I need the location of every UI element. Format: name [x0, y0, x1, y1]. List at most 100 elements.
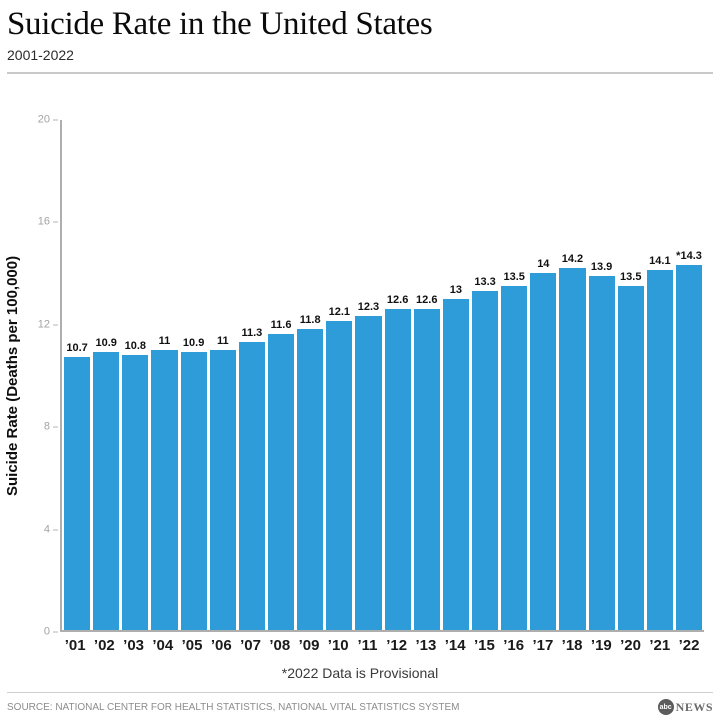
page-title: Suicide Rate in the United States	[7, 6, 433, 42]
y-axis-tick-mark	[53, 631, 58, 633]
bar-value-label: 12.1	[328, 306, 351, 319]
y-axis-tick-mark	[53, 529, 58, 531]
bar-column-15: 13.3	[471, 120, 499, 630]
y-axis-tick-mark	[53, 324, 58, 326]
bar-column-08: 11.6	[267, 120, 295, 630]
x-axis-tick-label: ’16	[503, 637, 525, 654]
y-axis-tick-label: 8	[43, 420, 50, 433]
bar-column-22: *14.3	[675, 120, 703, 630]
bar-value-label: 13.3	[474, 275, 496, 288]
bar	[530, 273, 557, 630]
bar-value-label: *14.3	[676, 250, 702, 263]
y-axis-tick-label: 20	[37, 113, 50, 126]
bar-value-label: 11	[158, 334, 171, 347]
bar	[413, 308, 440, 630]
bar-value-label: 10.7	[66, 342, 88, 355]
source-text: SOURCE: NATIONAL CENTER FOR HEALTH STATI…	[7, 701, 460, 713]
bar-value-label: 13.5	[503, 270, 525, 283]
bar-value-label: 10.8	[124, 339, 147, 352]
bar-value-label: 12.3	[357, 301, 380, 314]
bar	[559, 267, 586, 630]
x-axis-tick-label: ’04	[152, 637, 174, 654]
bar	[384, 308, 411, 630]
bar-chart: Suicide Rate (Deaths per 100,000) 0 4 8 12 1…	[0, 114, 720, 637]
x-axis-tick-label: ’18	[561, 637, 583, 654]
bar-value-label: 10.9	[182, 337, 205, 350]
bar-column-14: 13	[442, 120, 469, 630]
bar-column-05: 10.9	[180, 120, 207, 630]
chart-footnote: *2022 Data is Provisional	[281, 665, 439, 681]
y-axis-tick-mark	[53, 221, 58, 223]
bar	[675, 265, 703, 630]
bar-column-16: 13.5	[501, 120, 528, 630]
bar-column-02: 10.9	[93, 120, 120, 630]
y-axis-tick-label: 4	[43, 523, 50, 536]
plot-area: 10.7 10.9 10.8 11 10.9 11 11.3 11.6 11.8 12.1 12.3…	[60, 120, 704, 632]
y-axis-tick-mark	[53, 426, 58, 428]
bar-value-label: 13	[449, 283, 463, 296]
bar	[93, 352, 120, 630]
bar-column-19: 13.9	[588, 120, 615, 630]
x-axis-tick-label: ’17	[532, 637, 554, 654]
x-axis-tick-label: ’22	[678, 637, 700, 654]
top-divider	[7, 72, 713, 74]
x-axis-tick-label: ’06	[210, 637, 232, 654]
bar	[209, 349, 236, 630]
bar-column-01: 10.7	[64, 120, 91, 630]
bar	[471, 290, 499, 630]
bar	[326, 321, 353, 630]
bar	[151, 349, 178, 630]
bar-value-label: 11.6	[270, 319, 292, 332]
bottom-divider	[7, 692, 713, 693]
x-axis-tick-label: ’10	[327, 637, 349, 654]
bar-column-03: 10.8	[122, 120, 149, 630]
x-axis-tick-label: ’19	[590, 637, 612, 654]
x-axis-tick-label: ’09	[298, 637, 320, 654]
x-axis-tick-label: ’13	[415, 637, 437, 654]
bar	[64, 357, 91, 630]
bar	[442, 298, 469, 630]
bar	[501, 285, 528, 630]
abc-circle-icon: abc	[657, 699, 674, 715]
y-axis-ticks: 0 4 8 12 16 20	[0, 114, 58, 637]
bar-value-label: 14.2	[561, 252, 584, 265]
bar	[238, 341, 265, 630]
bar-column-20: 13.5	[617, 120, 644, 630]
bar-column-06: 11	[209, 120, 236, 630]
bar-value-label: 14.1	[649, 255, 671, 268]
bar-column-13: 12.6	[413, 120, 440, 630]
x-axis-tick-label: ’11	[357, 637, 378, 654]
x-axis-tick-label: ’03	[123, 637, 145, 654]
bar-column-18: 14.2	[559, 120, 586, 630]
bar	[122, 354, 149, 630]
bar-value-label: 11.3	[241, 326, 263, 339]
bar-column-04: 11	[151, 120, 178, 630]
bar	[267, 334, 295, 630]
abc-news-wordmark: NEWS	[675, 699, 713, 714]
x-axis-tick-label: ’05	[181, 637, 203, 654]
bar-column-09: 11.8	[297, 120, 324, 630]
x-axis-tick-label: ’02	[93, 637, 115, 654]
x-axis-tick-label: ’08	[269, 637, 291, 654]
footer: SOURCE: NATIONAL CENTER FOR HEALTH STATI…	[7, 697, 713, 717]
bar-value-label: 11.8	[299, 314, 321, 327]
x-axis-tick-label: ’12	[386, 637, 408, 654]
bar-value-label: 11	[216, 334, 229, 347]
x-axis-tick-label: ’20	[620, 637, 641, 654]
x-axis-tick-label: ’07	[240, 637, 261, 654]
y-axis-tick-mark	[53, 119, 58, 121]
bar	[180, 352, 207, 630]
bar-column-11: 12.3	[355, 120, 382, 630]
bar	[617, 285, 644, 630]
bar	[588, 275, 615, 630]
x-axis-tick-label: ’15	[473, 637, 495, 654]
y-axis-tick-label: 12	[37, 318, 50, 331]
bar-column-21: 14.1	[646, 120, 673, 630]
bar-value-label: 12.6	[386, 293, 409, 306]
y-axis-tick-label: 0	[43, 625, 50, 638]
bar-value-label: 13.9	[590, 260, 613, 273]
bar-value-label: 10.9	[95, 337, 117, 350]
bar-column-17: 14	[530, 120, 557, 630]
bar-column-10: 12.1	[326, 120, 353, 630]
bar-value-label: 12.6	[416, 293, 438, 306]
